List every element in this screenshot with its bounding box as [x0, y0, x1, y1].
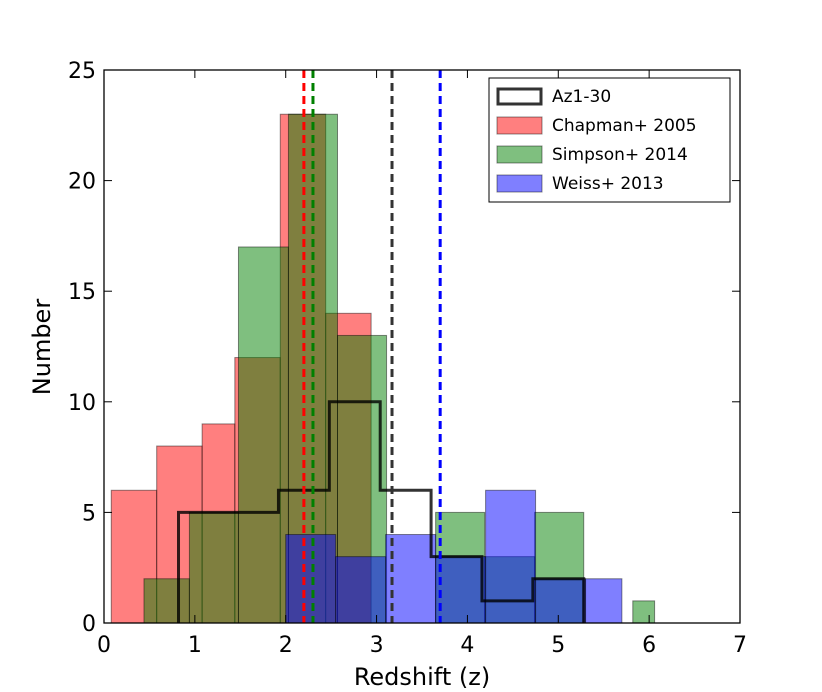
bar-weiss-2013-3 [435, 556, 487, 624]
x-tick-label: 0 [97, 633, 111, 658]
plot-frame [103, 69, 741, 624]
bar-simpson-2014-1 [188, 511, 239, 624]
legend: Az1-30 Chapman+ 2005 Simpson+ 2014 Weiss+ 2… [488, 77, 731, 203]
axis-tick-labels: 0 1 2 3 4 5 6 7 0 5 10 15 20 25 [68, 59, 747, 658]
axis-ticks [103, 69, 741, 624]
y-tick-label: 5 [82, 501, 96, 526]
y-axis-title: Number [28, 299, 56, 396]
legend-item-simpson-2014: Simpson+ 2014 [496, 145, 688, 165]
bar-weiss-2013-5 [535, 578, 587, 624]
legend-swatch [496, 145, 543, 164]
bar-weiss-2013-0 [285, 534, 337, 624]
bar-weiss-2013-4 [485, 489, 537, 624]
x-tick-label: 2 [279, 633, 293, 658]
y-tick-label: 0 [82, 612, 96, 637]
legend-label: Simpson+ 2014 [552, 145, 688, 165]
legend-label: Chapman+ 2005 [552, 116, 697, 136]
y-tick-label: 15 [68, 280, 96, 305]
y-tick-label: 20 [68, 170, 96, 195]
x-axis-title: Redshift (z) [354, 663, 490, 691]
legend-label: Weiss+ 2013 [552, 174, 664, 194]
y-tick-label: 25 [68, 59, 96, 84]
legend-item-weiss-2013: Weiss+ 2013 [496, 174, 664, 194]
step-az1-30 [177, 400, 586, 623]
x-tick-label: 1 [188, 633, 202, 658]
bar-weiss-2013-6 [585, 578, 623, 624]
x-tick-label: 4 [460, 633, 474, 658]
legend-label: Az1-30 [552, 87, 611, 107]
bar-weiss-2013-1 [335, 556, 387, 624]
bar-simpson-2014-2 [237, 246, 289, 624]
x-tick-label: 5 [551, 633, 565, 658]
legend-swatch [496, 116, 543, 135]
median-lines [302, 70, 442, 623]
bar-weiss-2013-2 [385, 534, 437, 624]
step-histogram [177, 400, 586, 623]
bar-simpson-2014-0 [143, 578, 190, 624]
legend-swatch [496, 87, 543, 106]
x-tick-label: 7 [733, 633, 747, 658]
legend-swatch [496, 174, 543, 193]
x-tick-label: 6 [642, 633, 656, 658]
legend-item-az1-30: Az1-30 [496, 87, 611, 107]
legend-item-chapman-2005: Chapman+ 2005 [496, 116, 697, 136]
bar-simpson-2014-10 [632, 600, 656, 624]
histogram-bars [110, 113, 656, 624]
y-tick-label: 10 [68, 391, 96, 416]
x-tick-label: 3 [370, 633, 384, 658]
